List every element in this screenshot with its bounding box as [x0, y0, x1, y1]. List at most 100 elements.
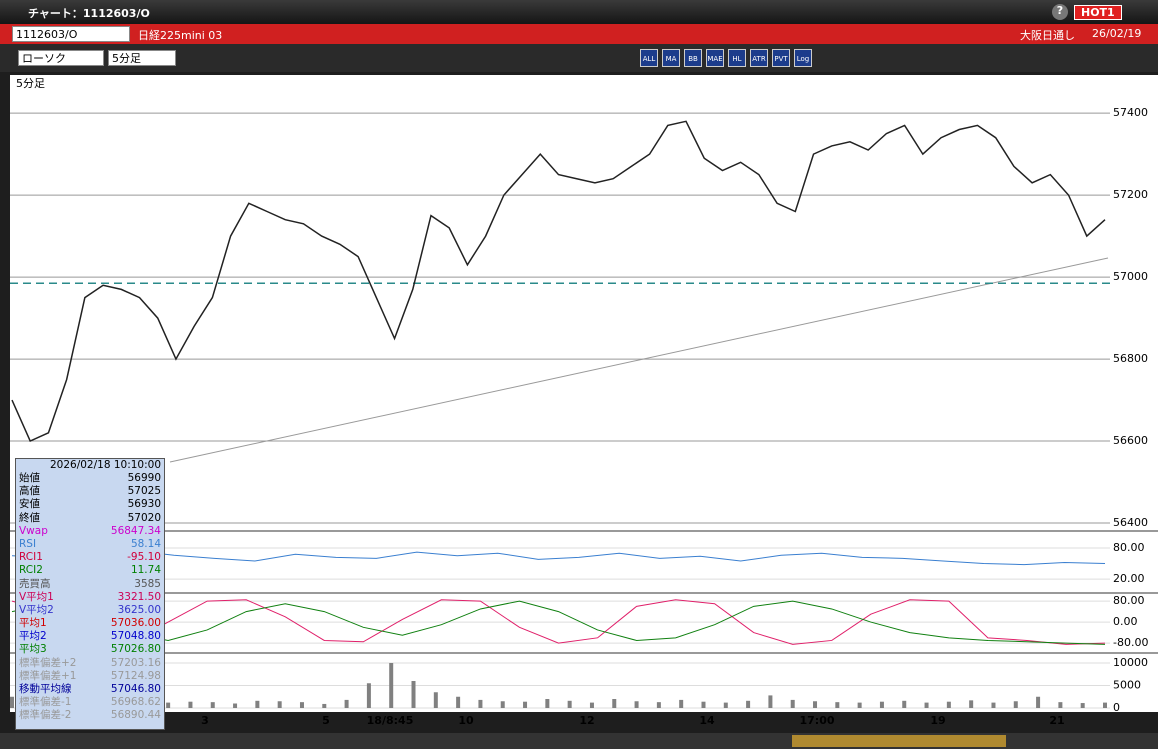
- info-label: 移動平均線: [19, 683, 72, 695]
- info-panel: 2026/02/18 10:10:00 始値 56990 高値 57025 安値 5693…: [15, 458, 165, 730]
- y-tick-label: -80.00: [1113, 636, 1148, 649]
- info-value: 56930: [127, 498, 161, 511]
- tool-button[interactable]: BB: [684, 49, 702, 67]
- x-tick-label: 12: [579, 714, 594, 727]
- info-value: 3321.50: [117, 590, 161, 603]
- info-row: 高値 57025: [16, 485, 164, 498]
- series-line: [11, 120, 1106, 443]
- hot-button[interactable]: HOT1: [1074, 5, 1122, 20]
- volume-bar: [411, 680, 416, 708]
- interval[interactable]: 5分足: [108, 50, 176, 66]
- info-row: RCI1 -95.10: [16, 551, 164, 564]
- volume-bar: [813, 701, 818, 708]
- volume-bar: [433, 692, 438, 708]
- series-line: [11, 599, 1106, 645]
- info-value: 57124.98: [110, 669, 161, 682]
- info-row: 始値 56990: [16, 472, 164, 485]
- info-label: RSI: [19, 537, 37, 550]
- x-tick-label: 5: [322, 714, 330, 727]
- info-label: 標準偏差-2: [19, 709, 72, 722]
- volume-bar: [523, 701, 528, 708]
- info-row: 安値 56930: [16, 498, 164, 511]
- info-label: 安値: [19, 498, 40, 511]
- volume-bar: [879, 701, 884, 708]
- info-value: 57203.16: [110, 656, 161, 669]
- info-label: RCI1: [19, 551, 43, 564]
- tool-button[interactable]: HL: [728, 49, 746, 67]
- y-tick-label: 56400: [1113, 516, 1148, 529]
- info-value: 3585: [134, 577, 161, 590]
- volume-bar: [478, 699, 483, 708]
- symbol-name: 日経225mini 03: [138, 29, 223, 42]
- volume-bar: [991, 702, 996, 708]
- info-row: 終値 57020: [16, 512, 164, 525]
- y-tick-label: 5000: [1113, 678, 1141, 691]
- tool-button[interactable]: ATR: [750, 49, 768, 67]
- volume-bar: [1013, 701, 1018, 708]
- y-tick-label: 80.00: [1113, 594, 1145, 607]
- volume-bar: [589, 702, 594, 708]
- volume-bar: [969, 700, 974, 708]
- info-label: 平均1: [19, 617, 47, 630]
- info-row: Vwap 56847.34: [16, 525, 164, 538]
- tool-button[interactable]: MA: [662, 49, 680, 67]
- tool-button[interactable]: ALL: [640, 49, 658, 67]
- volume-bar: [322, 703, 327, 708]
- info-label: RCI2: [19, 564, 43, 577]
- volume-bar: [255, 700, 260, 708]
- y-tick-label: 56600: [1113, 434, 1148, 447]
- session: 大阪日通し: [1020, 29, 1075, 42]
- x-tick-label: 10: [458, 714, 474, 727]
- volume-bar: [1036, 696, 1041, 708]
- x-tick-label: 14: [699, 714, 715, 727]
- x-tick-label: 3: [201, 714, 209, 727]
- series-line: [11, 550, 1106, 566]
- chart-type[interactable]: ローソク: [18, 50, 104, 66]
- info-value: 56968.62: [110, 696, 161, 709]
- info-value: 56890.44: [110, 709, 161, 722]
- volume-bar: [723, 702, 728, 708]
- info-row: 平均2 57048.80: [16, 630, 164, 643]
- x-tick-label: 17:00: [799, 714, 834, 727]
- scrollbar[interactable]: [0, 733, 1158, 749]
- volume-bar: [679, 699, 684, 708]
- info-label: V平均1: [19, 590, 54, 603]
- chart: 5分足 56400 56600 56800 57000 57200 57400 3 5 18/8…: [10, 75, 1158, 727]
- info-value: 11.74: [130, 564, 161, 577]
- volume-bar: [366, 683, 371, 708]
- info-label: 標準偏差+2: [19, 656, 77, 669]
- volume-bar: [389, 662, 394, 708]
- symbol-bar: 1112603/O 日経225mini 03 大阪日通し 26/02/19: [0, 24, 1158, 44]
- info-row: 標準偏差+1 57124.98: [16, 670, 164, 683]
- help[interactable]: ?: [1052, 4, 1068, 20]
- tool-button[interactable]: PVT: [772, 49, 790, 67]
- volume-bar: [634, 701, 639, 708]
- info-value: 57026.80: [110, 643, 161, 656]
- volume-bar: [768, 695, 773, 708]
- code-input[interactable]: 1112603/O: [12, 26, 130, 42]
- volume-bar: [835, 702, 840, 708]
- info-value: 57046.80: [110, 683, 161, 695]
- volume-bar: [924, 702, 929, 708]
- info-row: RCI2 11.74: [16, 564, 164, 577]
- info-row: 標準偏差+2 57203.16: [16, 657, 164, 670]
- volume-bar: [500, 701, 505, 708]
- tool-button[interactable]: MAE: [706, 49, 724, 67]
- x-tick-label: 21: [1049, 714, 1064, 727]
- info-label: 始値: [19, 472, 40, 484]
- volume-bar: [188, 701, 193, 708]
- y-tick-label: 10000: [1113, 656, 1148, 669]
- y-tick-label: 57400: [1113, 106, 1148, 119]
- scroll-thumb[interactable]: [792, 735, 1006, 747]
- info-row: V平均2 3625.00: [16, 604, 164, 617]
- info-label: Vwap: [19, 524, 48, 537]
- plot-bg: [10, 75, 1110, 712]
- info-row: 売買高 3585: [16, 578, 164, 591]
- tool-button[interactable]: Log: [794, 49, 812, 67]
- y-tick-label: 0.00: [1113, 615, 1138, 628]
- info-value: -95.10: [127, 551, 161, 564]
- info-label: 平均3: [19, 643, 47, 656]
- info-row: 移動平均線 57046.80: [16, 683, 164, 696]
- volume-bar: [299, 702, 304, 708]
